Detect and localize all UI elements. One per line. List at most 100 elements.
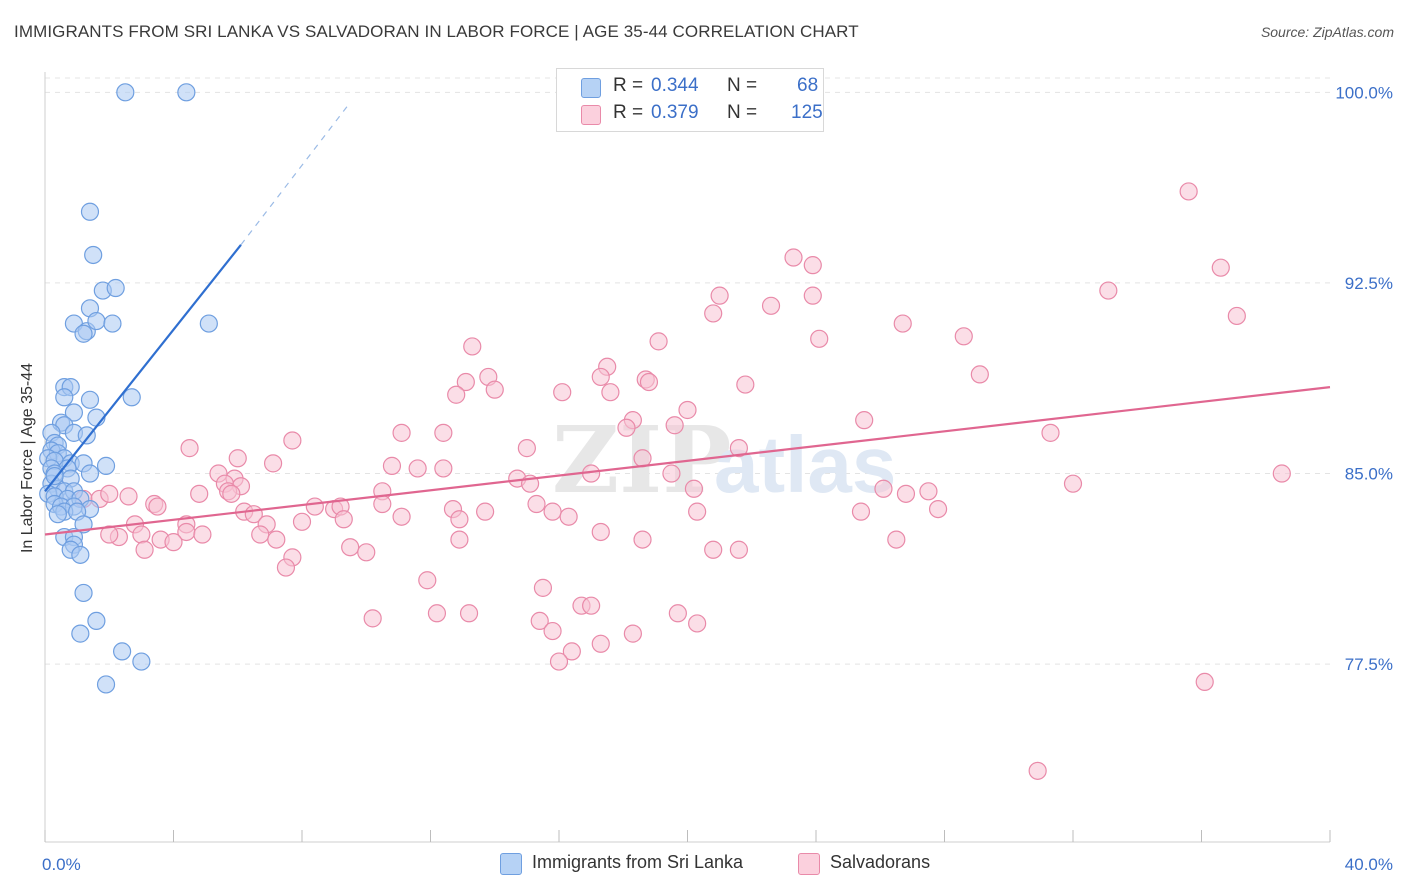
data-point-pink	[463, 337, 482, 356]
data-point-pink	[334, 510, 353, 529]
data-point-blue	[84, 245, 103, 265]
watermark-atlas: atlas	[714, 420, 896, 509]
data-point-pink	[434, 459, 453, 478]
data-point-pink	[543, 621, 562, 641]
data-point-pink	[305, 497, 324, 516]
data-point-blue	[116, 83, 135, 102]
data-point-pink	[292, 512, 312, 531]
legend-swatch-pink	[581, 105, 601, 125]
data-point-pink	[263, 454, 283, 473]
legend-n-value-pink: 125	[791, 102, 823, 123]
data-point-pink	[476, 502, 495, 521]
data-point-pink	[736, 375, 755, 394]
data-point-blue	[106, 278, 125, 298]
y-tick-label: 77.5%	[1345, 655, 1393, 674]
data-point-pink	[633, 530, 652, 549]
data-point-pink	[803, 256, 822, 275]
data-point-pink	[810, 329, 829, 348]
data-point-blue	[71, 545, 90, 564]
data-point-blue	[74, 324, 93, 343]
data-point-pink	[678, 400, 697, 420]
data-point-pink	[1195, 672, 1214, 692]
data-point-pink	[704, 304, 723, 323]
data-point-pink	[1227, 306, 1246, 326]
data-point-blue	[87, 611, 106, 631]
data-point-pink	[729, 540, 749, 559]
x-tick-label: 40.0%	[1345, 855, 1393, 874]
data-point-pink	[392, 507, 411, 526]
data-point-pink	[662, 464, 681, 483]
data-point-pink	[684, 479, 704, 498]
data-point-pink	[617, 418, 636, 437]
data-point-pink	[729, 439, 749, 458]
data-point-blue	[199, 314, 218, 333]
data-point-blue	[80, 390, 100, 409]
data-point-pink	[276, 558, 296, 577]
data-point-pink	[100, 525, 119, 544]
data-point-pink	[222, 484, 241, 503]
data-point-pink	[1099, 281, 1118, 300]
trend-line-blue-extension	[240, 102, 351, 246]
data-point-pink	[893, 314, 912, 333]
data-point-blue	[80, 202, 100, 221]
data-point-pink	[132, 525, 151, 544]
data-point-pink	[434, 423, 453, 442]
data-point-pink	[896, 484, 916, 503]
data-point-pink	[549, 652, 569, 671]
data-point-blue	[64, 403, 84, 422]
data-point-pink	[450, 530, 469, 549]
source-note: Source: ZipAtlas.com	[1260, 24, 1394, 40]
data-point-pink	[639, 372, 659, 392]
legend-swatch-blue	[500, 853, 522, 875]
data-point-pink	[533, 578, 553, 597]
legend-r-value-blue: 0.344	[651, 75, 699, 96]
data-point-pink	[135, 540, 154, 559]
data-point-blue	[87, 311, 106, 331]
data-point-pink	[553, 383, 572, 402]
data-point-blue	[112, 642, 132, 661]
data-point-pink	[1211, 258, 1230, 277]
data-point-blue	[96, 456, 116, 475]
legend-n-value-blue: 68	[797, 75, 819, 96]
data-point-pink	[373, 494, 392, 514]
data-point-pink	[970, 365, 989, 384]
data-point-blue	[177, 83, 196, 102]
data-point-blue	[71, 624, 90, 643]
data-point-blue	[45, 466, 64, 486]
data-point-pink	[357, 543, 376, 562]
data-point-pink	[649, 332, 668, 351]
data-point-pink	[228, 449, 247, 468]
data-point-pink	[582, 596, 601, 615]
data-point-pink	[688, 614, 707, 633]
data-point-pink	[148, 497, 167, 516]
data-point-pink	[704, 540, 723, 559]
data-point-pink	[456, 372, 475, 392]
data-point-pink	[119, 487, 138, 506]
x-tick-label: 0.0%	[42, 855, 81, 874]
data-point-pink	[803, 286, 822, 305]
data-point-pink	[543, 502, 562, 521]
data-point-pink	[591, 634, 610, 653]
data-point-blue	[96, 675, 116, 694]
data-point-pink	[100, 484, 119, 503]
trend-line-blue	[44, 244, 242, 492]
data-point-pink	[392, 423, 411, 442]
data-point-pink	[427, 604, 447, 623]
data-point-pink	[283, 431, 302, 450]
legend-r-value-pink: 0.379	[651, 102, 699, 123]
data-point-pink	[559, 507, 578, 526]
correlation-legend: R = 0.344 N = 68 R = 0.379 N = 125	[556, 68, 824, 132]
data-point-pink	[164, 533, 183, 552]
y-tick-label: 85.0%	[1345, 465, 1393, 484]
data-point-pink	[517, 439, 536, 458]
data-point-pink	[668, 604, 687, 623]
data-point-blue	[48, 505, 67, 524]
data-point-blue	[55, 388, 74, 407]
data-point-pink	[1272, 464, 1291, 483]
data-point-pink	[180, 439, 199, 458]
data-point-pink	[591, 367, 610, 387]
data-point-pink	[1028, 761, 1047, 780]
data-point-pink	[954, 327, 973, 346]
legend-swatch-pink	[798, 853, 820, 875]
data-point-pink	[459, 604, 479, 623]
